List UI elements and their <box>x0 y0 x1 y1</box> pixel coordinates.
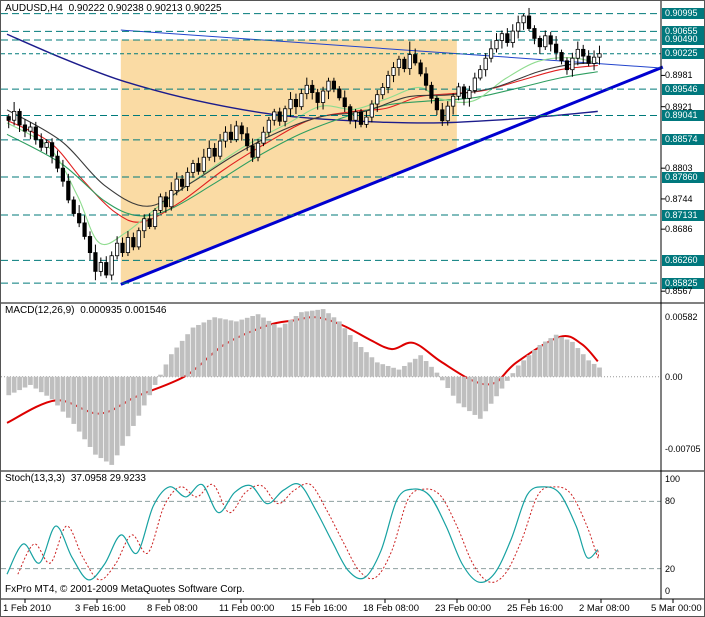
macd-indicator-label: MACD(12,26,9) <box>5 305 75 316</box>
price-tick-label: 0.8981 <box>665 70 693 81</box>
ma-slow-navy-line <box>6 33 598 124</box>
price-level-label: 0.90655 <box>662 25 704 37</box>
platform-copyright: FxPro MT4, © 2001-2009 MetaQuotes Softwa… <box>5 584 245 595</box>
time-axis-label: 8 Feb 08:00 <box>147 603 198 614</box>
macd-scale-label: 0.00582 <box>665 312 698 323</box>
stoch-scale-label: 20 <box>665 563 676 574</box>
stoch-signal-line <box>17 483 600 583</box>
stoch-scale-label: 80 <box>665 496 676 507</box>
stoch-scale-label: 100 <box>665 474 681 484</box>
stoch-scale-label: 0 <box>665 586 671 596</box>
time-axis-label: 15 Feb 16:00 <box>291 603 347 614</box>
time-axis-label: 3 Feb 16:00 <box>75 603 126 614</box>
time-axis-label: 11 Feb 00:00 <box>219 603 275 614</box>
candlesticks <box>6 7 602 281</box>
time-axis-label: 1 Feb 2010 <box>3 603 52 614</box>
time-axis-label: 5 Mar 00:00 <box>651 603 702 614</box>
stoch-indicator-values: 37.0958 29.9233 <box>70 473 146 484</box>
time-axis-label: 18 Feb 08:00 <box>363 603 419 614</box>
price-level-label: 0.86260 <box>662 254 704 266</box>
ohlc-values: 0.90222 0.90238 0.90213 0.90225 <box>68 3 222 14</box>
ma-dark-line <box>6 62 598 207</box>
macd-histogram <box>6 309 602 465</box>
macd-indicator-values: 0.000935 0.001546 <box>80 305 167 316</box>
price-level-label: 0.85825 <box>662 277 704 289</box>
current-price-label: 0.90225 <box>662 48 704 60</box>
ascending-support-trendline[interactable] <box>120 65 664 286</box>
stoch-panel[interactable] <box>1 483 661 583</box>
price-tick-label: 0.8567 <box>665 286 693 297</box>
price-tick-label: 0.8921 <box>665 101 693 112</box>
stoch-title: Stoch(13,3,3) 37.0958 29.9233 <box>5 473 149 484</box>
scale-tick-marks <box>24 74 674 603</box>
macd-scale-label: -0.00705 <box>665 444 701 454</box>
price-tick-label: 0.8686 <box>665 224 693 235</box>
price-level-label: 0.87860 <box>662 171 704 183</box>
macd-scale-label: 0.00 <box>665 371 683 382</box>
time-axis-label: 2 Mar 08:00 <box>579 603 630 614</box>
stoch-main-line <box>6 483 599 583</box>
symbol-timeframe-label: AUDUSD,H4 <box>5 3 63 14</box>
price-tick-label: 0.8744 <box>665 193 693 204</box>
price-level-label: 0.89041 <box>662 109 704 121</box>
price-tick-label: 0.8803 <box>665 163 693 174</box>
macd-title: MACD(12,26,9) 0.000935 0.001546 <box>5 305 169 316</box>
time-axis-label: 25 Feb 16:00 <box>507 603 563 614</box>
price-level-label: 0.88574 <box>662 134 704 146</box>
chart-title: AUDUSD,H4 0.90222 0.90238 0.90213 0.9022… <box>5 3 225 14</box>
main-price-panel[interactable] <box>6 29 664 286</box>
price-level-label: 0.87131 <box>662 209 704 221</box>
triangle-pattern <box>120 39 457 285</box>
panel-separators <box>1 1 704 600</box>
ma-lime-line <box>6 57 598 246</box>
stoch-indicator-label: Stoch(13,3,3) <box>5 473 66 484</box>
ma-green-line <box>6 71 598 217</box>
price-level-label: 0.89546 <box>662 83 704 95</box>
price-level-label: 0.90490 <box>662 34 704 46</box>
price-level-label: 0.90995 <box>662 8 704 20</box>
time-axis-label: 23 Feb 00:00 <box>435 603 491 614</box>
